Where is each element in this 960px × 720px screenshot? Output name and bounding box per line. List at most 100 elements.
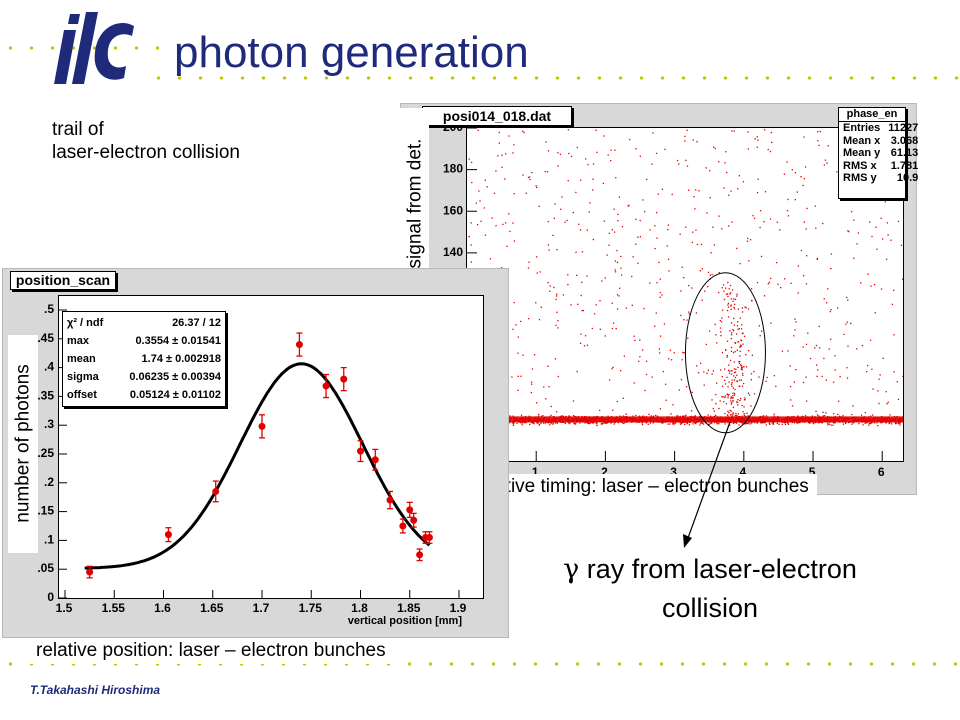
data-point	[852, 405, 854, 407]
data-point	[875, 226, 877, 228]
data-point	[599, 300, 601, 302]
data-point	[734, 376, 737, 379]
data-point	[569, 422, 571, 425]
data-point	[521, 422, 524, 424]
data-point	[789, 385, 792, 388]
data-point	[484, 179, 486, 181]
data-point	[212, 480, 220, 503]
data-point	[880, 288, 883, 290]
data-point	[897, 220, 900, 223]
data-point	[807, 332, 809, 334]
data-point	[567, 129, 570, 131]
data-point	[721, 396, 723, 398]
data-point	[707, 271, 710, 273]
data-point	[692, 423, 694, 425]
data-point	[699, 270, 701, 272]
data-point	[779, 229, 781, 231]
data-point	[860, 414, 863, 416]
position-stats-row: max 0.3554 ± 0.01541	[67, 334, 221, 347]
data-point	[568, 152, 570, 155]
data-point	[716, 342, 718, 344]
data-point	[604, 277, 606, 279]
data-point	[864, 422, 866, 424]
data-point	[731, 381, 733, 384]
data-point	[730, 346, 733, 349]
data-point	[737, 404, 739, 406]
data-point	[739, 385, 741, 388]
data-point	[295, 332, 303, 357]
data-point	[697, 372, 700, 374]
data-point	[616, 261, 619, 264]
data-point	[868, 424, 870, 426]
data-point	[588, 422, 590, 425]
data-point	[752, 215, 754, 217]
position-stats-row: mean 1.74 ± 0.002918	[67, 352, 221, 365]
data-point	[784, 423, 787, 426]
page-title: photon generation	[174, 28, 529, 77]
data-point	[545, 141, 547, 143]
data-point	[599, 409, 601, 411]
data-point	[735, 368, 737, 370]
data-point	[557, 319, 559, 322]
data-point	[536, 402, 538, 404]
bottom-dotted-line	[0, 662, 960, 666]
data-point	[846, 296, 848, 299]
data-point	[659, 335, 662, 337]
data-point	[734, 303, 736, 306]
timing-stats-box: phase_en Entries 11227 Mean x 3.068 Mean y…	[838, 107, 918, 199]
data-point	[564, 422, 567, 425]
data-point	[604, 335, 606, 337]
data-point	[888, 422, 890, 425]
data-point	[586, 344, 589, 346]
data-point	[824, 159, 827, 161]
data-point	[770, 131, 773, 134]
data-point	[794, 318, 796, 320]
data-point	[719, 369, 722, 371]
data-point	[581, 309, 583, 312]
data-point	[861, 344, 864, 347]
y-tick-label: 0	[47, 590, 54, 604]
data-point	[642, 199, 644, 201]
data-point	[671, 193, 673, 196]
data-point	[659, 352, 661, 354]
data-point	[794, 199, 797, 201]
timing-stats-title: phase_en	[839, 108, 905, 122]
data-point	[767, 283, 770, 285]
data-point	[724, 395, 727, 397]
marker	[416, 551, 424, 559]
data-point	[718, 161, 720, 163]
x-axis-label: vertical position [mm]	[348, 615, 463, 627]
data-point	[608, 379, 611, 381]
data-point	[538, 318, 541, 321]
data-point	[730, 190, 732, 192]
data-point	[741, 367, 743, 370]
data-point	[589, 422, 591, 424]
data-point	[757, 139, 759, 141]
data-point	[804, 166, 807, 168]
data-point	[721, 317, 723, 319]
data-point	[567, 274, 569, 276]
data-point	[793, 422, 796, 424]
data-point	[576, 274, 578, 277]
data-point	[614, 149, 616, 151]
timing-stats-row: Mean x 3.068	[843, 134, 919, 147]
data-point	[555, 298, 557, 301]
data-point	[744, 423, 746, 425]
data-point	[578, 223, 580, 225]
data-point	[682, 421, 684, 424]
data-point	[726, 309, 729, 312]
position-stats-table: χ² / ndf 26.37 / 12 max 0.3554 ± 0.01541 m…	[63, 314, 225, 404]
data-point	[692, 139, 694, 141]
data-point	[560, 208, 562, 210]
data-point	[730, 400, 732, 402]
y-tick-label: .45	[37, 331, 54, 345]
data-point	[816, 414, 819, 416]
data-point	[543, 386, 545, 388]
data-point	[538, 423, 541, 425]
data-point	[591, 327, 593, 330]
data-point	[872, 414, 874, 416]
data-point	[870, 422, 872, 425]
data-point	[522, 354, 524, 356]
data-point	[733, 392, 736, 395]
data-point	[715, 403, 717, 405]
